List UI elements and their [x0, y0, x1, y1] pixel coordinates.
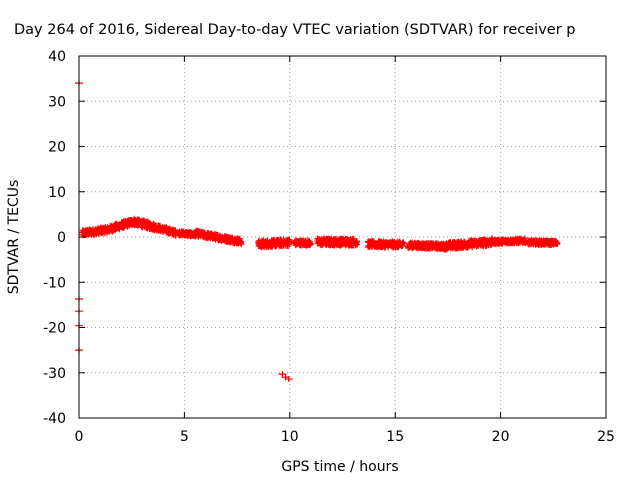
- data-points: [75, 80, 561, 383]
- y-tick-label: 20: [48, 140, 66, 156]
- y-tick-label: -20: [43, 321, 66, 337]
- y-tick-label: -40: [43, 411, 66, 427]
- x-tick-label: 20: [492, 429, 510, 445]
- axis-ticks: 0 5 10 15 20 25 -40 -30 -20 -10 0 10 20 30 40: [43, 49, 615, 445]
- x-tick-label: 0: [75, 429, 84, 445]
- data-point: [284, 376, 293, 383]
- data-point: [278, 371, 287, 378]
- chart-title: Day 264 of 2016, Sidereal Day-to-day VTE…: [14, 22, 575, 38]
- y-tick-label: 0: [57, 230, 66, 246]
- y-tick-label: -10: [43, 275, 66, 291]
- x-tick-label: 10: [281, 429, 299, 445]
- x-tick-label: 15: [386, 429, 404, 445]
- y-tick-label: 40: [48, 49, 66, 65]
- x-tick-label: 25: [597, 429, 615, 445]
- y-tick-label: -30: [43, 366, 66, 382]
- data-point: [554, 240, 561, 247]
- data-point: [354, 241, 361, 248]
- y-tick-label: 10: [48, 185, 66, 201]
- data-point: [400, 240, 407, 247]
- data-point: [238, 241, 245, 248]
- x-axis-label: GPS time / hours: [281, 459, 398, 475]
- data-point: [307, 240, 314, 247]
- y-axis-label: SDTVAR / TECUs: [6, 180, 22, 295]
- y-tick-label: 30: [48, 94, 66, 110]
- x-tick-label: 5: [180, 429, 189, 445]
